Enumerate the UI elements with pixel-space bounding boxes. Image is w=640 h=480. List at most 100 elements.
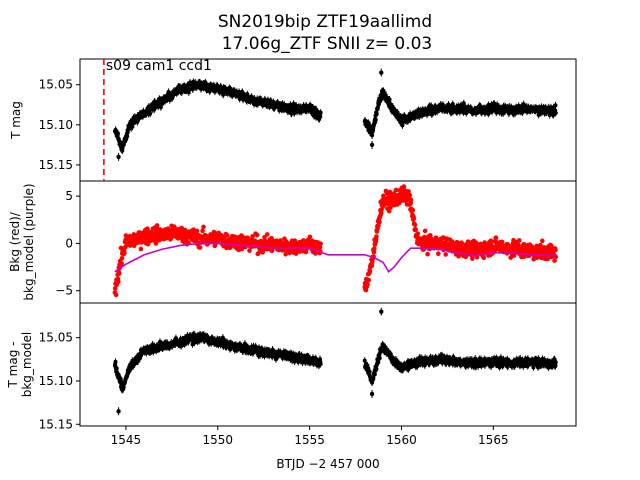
data-point: [407, 192, 413, 198]
data-point: [493, 235, 499, 241]
data-point: [373, 117, 378, 122]
data-point: [194, 228, 200, 234]
data-point: [387, 97, 392, 102]
data-point: [283, 251, 288, 257]
data-point: [201, 224, 206, 230]
data-point: [114, 366, 119, 371]
y-tick-label: 5: [65, 189, 73, 203]
data-point: [365, 282, 370, 287]
panel-middle: −5 0 5 Bkg (red)/bkg_model (purple): [8, 180, 577, 304]
data-point: [538, 242, 543, 248]
data-point: [125, 134, 130, 139]
y-tick-label: 0: [65, 236, 73, 250]
data-point: [239, 246, 245, 252]
outlier-point: [116, 154, 121, 160]
outlier-point: [369, 142, 375, 148]
y-tick-label: 15.10: [39, 118, 73, 132]
data-point: [148, 111, 153, 116]
bkg-model-line: [114, 242, 556, 274]
data-point: [408, 197, 414, 203]
data-point: [481, 255, 487, 261]
data-point: [116, 271, 122, 276]
data-point: [412, 222, 418, 228]
data-point: [179, 90, 184, 95]
data-point: [539, 238, 545, 244]
outlier-point: [379, 70, 384, 75]
data-point: [119, 261, 124, 266]
data-point: [470, 256, 475, 261]
data-point: [113, 359, 118, 364]
data-point: [112, 286, 118, 291]
panel-top: 15.05 15.10 15.15 T mag: [9, 58, 577, 182]
y-axis-label: Bkg (red)/: [8, 211, 22, 272]
data-point: [254, 232, 260, 238]
data-point: [264, 232, 270, 237]
y-tick-label: 15.15: [39, 158, 73, 172]
data-point: [200, 228, 205, 234]
data-point: [552, 258, 557, 263]
data-point: [370, 133, 375, 138]
panel-data-middle: [112, 184, 559, 298]
data-point: [553, 110, 558, 115]
data-point: [292, 238, 298, 243]
data-point: [220, 335, 225, 340]
data-point: [428, 233, 433, 238]
data-point: [388, 205, 393, 210]
y-axis-label: T mag: [9, 101, 23, 140]
data-point: [227, 245, 233, 251]
data-point: [318, 110, 323, 115]
panel-data-bottom: [112, 307, 558, 416]
data-point: [411, 216, 417, 221]
data-point: [516, 242, 521, 248]
data-point: [122, 250, 127, 256]
data-point: [425, 251, 430, 257]
data-point: [366, 277, 372, 283]
y-tick-label: 15.05: [39, 78, 73, 92]
data-point: [247, 248, 252, 253]
data-point: [307, 234, 313, 240]
data-point: [242, 341, 247, 346]
data-point: [318, 114, 323, 119]
data-point: [374, 112, 379, 117]
chart-title-line1: SN2019bip ZTF19aallimd: [218, 12, 432, 32]
panel-data-top: [112, 68, 558, 161]
data-point: [401, 184, 407, 189]
data-point: [529, 244, 535, 249]
data-point: [262, 234, 267, 240]
data-point: [113, 292, 119, 298]
data-point: [115, 279, 121, 284]
data-point: [130, 124, 135, 129]
data-point: [374, 234, 379, 239]
chart-title-line2: 17.06g_ZTF SNII z= 0.03: [222, 34, 433, 54]
data-point: [415, 231, 421, 236]
data-point: [393, 187, 399, 193]
data-point: [371, 246, 377, 252]
data-point: [224, 232, 230, 238]
data-point: [521, 102, 526, 107]
data-point: [119, 256, 125, 261]
data-point: [406, 189, 411, 194]
data-point: [250, 234, 255, 239]
panels-group: 15.05 15.10 15.15 T mag −5 0 5 Bkg (red)/bkg_mo…: [6, 58, 577, 431]
data-point: [170, 96, 175, 101]
data-point: [488, 238, 494, 244]
data-point: [138, 246, 144, 252]
data-point: [511, 253, 517, 258]
data-point: [119, 379, 124, 384]
data-point: [115, 131, 120, 136]
data-point: [553, 103, 558, 108]
data-point: [386, 208, 392, 214]
data-point: [154, 223, 160, 228]
data-point: [422, 228, 428, 234]
data-point: [377, 219, 382, 225]
data-point: [376, 223, 381, 228]
data-point: [410, 207, 416, 213]
y-axis-label: bkg_model (purple): [22, 183, 36, 300]
data-point: [197, 245, 203, 250]
data-point: [413, 227, 418, 233]
data-point: [436, 251, 441, 257]
data-point: [553, 247, 558, 253]
